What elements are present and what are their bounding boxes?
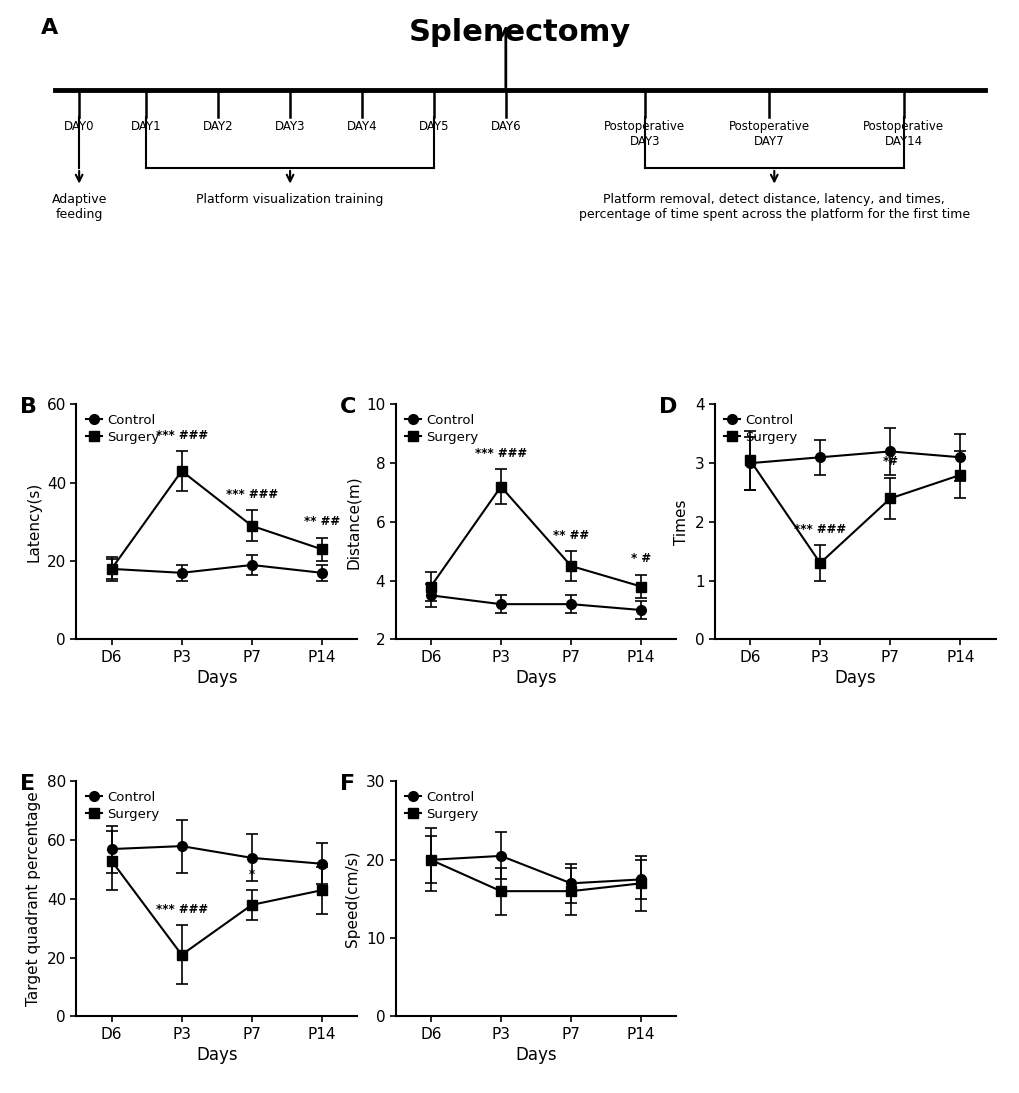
Text: Postoperative
DAY14: Postoperative DAY14	[862, 120, 944, 148]
Text: *** ###: *** ###	[475, 447, 527, 460]
Text: A: A	[41, 19, 58, 38]
Text: DAY2: DAY2	[203, 120, 233, 133]
Legend: Control, Surgery: Control, Surgery	[83, 411, 162, 446]
Text: B: B	[20, 398, 38, 418]
Y-axis label: Latency(s): Latency(s)	[26, 482, 41, 562]
Text: *** ###: *** ###	[225, 487, 277, 501]
Text: ** ##: ** ##	[304, 515, 339, 528]
Y-axis label: Speed(cm/s): Speed(cm/s)	[345, 850, 360, 948]
Text: *** ###: *** ###	[156, 430, 208, 442]
X-axis label: Days: Days	[196, 1046, 237, 1065]
X-axis label: Days: Days	[515, 1046, 556, 1065]
Text: Platform removal, detect distance, latency, and times,
percentage of time spent : Platform removal, detect distance, laten…	[578, 192, 969, 221]
Text: DAY1: DAY1	[130, 120, 161, 133]
Text: Splenectomy: Splenectomy	[409, 19, 631, 47]
Text: DAY0: DAY0	[64, 120, 95, 133]
Text: DAY5: DAY5	[418, 120, 448, 133]
Y-axis label: Distance(m): Distance(m)	[345, 475, 360, 568]
Text: *: *	[249, 868, 255, 881]
Text: DAY3: DAY3	[274, 120, 305, 133]
X-axis label: Days: Days	[834, 669, 875, 687]
Text: * #: * #	[631, 552, 650, 565]
Text: ** ##: ** ##	[552, 529, 589, 542]
Legend: Control, Surgery: Control, Surgery	[720, 411, 800, 446]
Text: Platform visualization training: Platform visualization training	[197, 192, 383, 205]
Text: Postoperative
DAY3: Postoperative DAY3	[603, 120, 685, 148]
Text: DAY6: DAY6	[490, 120, 521, 133]
Legend: Control, Surgery: Control, Surgery	[401, 788, 481, 823]
Text: Postoperative
DAY7: Postoperative DAY7	[729, 120, 809, 148]
X-axis label: Days: Days	[515, 669, 556, 687]
Text: F: F	[339, 775, 355, 795]
Text: E: E	[20, 775, 36, 795]
Text: D: D	[658, 398, 677, 418]
Text: Adaptive
feeding: Adaptive feeding	[51, 192, 107, 221]
X-axis label: Days: Days	[196, 669, 237, 687]
Text: C: C	[339, 398, 356, 418]
Text: *** ###: *** ###	[794, 524, 846, 536]
Y-axis label: Times: Times	[674, 500, 689, 544]
Legend: Control, Surgery: Control, Surgery	[83, 788, 162, 823]
Legend: Control, Surgery: Control, Surgery	[401, 411, 481, 446]
Text: DAY4: DAY4	[346, 120, 377, 133]
Text: *#: *#	[881, 456, 898, 469]
Y-axis label: Target quadrant percentage: Target quadrant percentage	[26, 791, 41, 1007]
Text: *** ###: *** ###	[156, 903, 208, 916]
